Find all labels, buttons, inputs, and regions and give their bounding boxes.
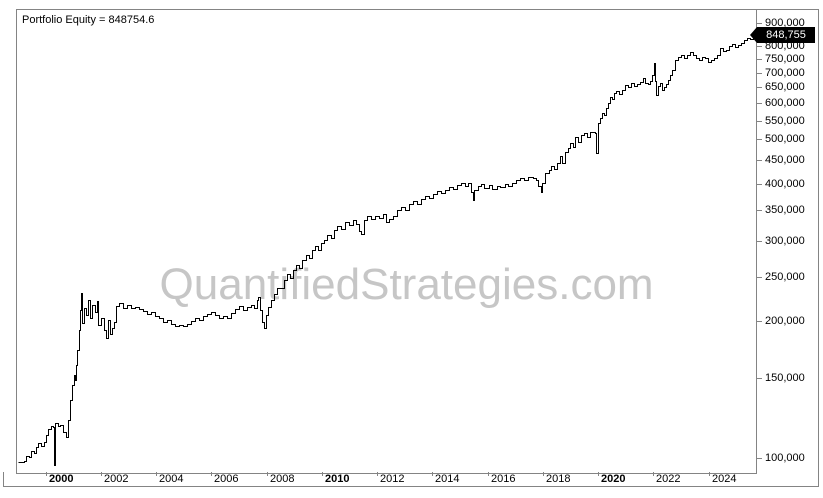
- x-tick: [653, 472, 654, 476]
- y-tick: [756, 103, 762, 104]
- y-tick: [756, 160, 762, 161]
- badge-value: 848,755: [757, 27, 815, 43]
- plot-area[interactable]: Portfolio Equity = 848754.6: [16, 9, 757, 474]
- x-tick: [211, 472, 212, 476]
- equity-curve: [18, 35, 756, 466]
- x-tick-label: 2006: [214, 473, 239, 485]
- y-tick-label: 400,000: [765, 178, 805, 190]
- x-tick: [156, 472, 157, 476]
- x-tick: [322, 472, 323, 476]
- x-tick-label: 2008: [270, 473, 295, 485]
- x-axis: 2000 2002 2004 2006 2008 2010 2012 2014 2016 2018…: [3, 472, 819, 487]
- x-tick: [377, 472, 378, 476]
- x-tick-label: 2000: [49, 473, 74, 485]
- y-tick: [756, 73, 762, 74]
- x-tick-label: 2022: [656, 473, 681, 485]
- y-tick-label: 700,000: [765, 67, 805, 79]
- y-tick-label: 100,000: [765, 452, 805, 464]
- y-tick-label: 150,000: [765, 372, 805, 384]
- y-tick-label: 200,000: [765, 315, 805, 327]
- y-tick-label: 250,000: [765, 271, 805, 283]
- y-tick-label: 550,000: [765, 115, 805, 127]
- y-tick: [756, 87, 762, 88]
- watermark: QuantifiedStrategies.com: [159, 260, 654, 309]
- y-tick-label: 350,000: [765, 204, 805, 216]
- y-tick: [756, 321, 762, 322]
- y-tick-label: 500,000: [765, 133, 805, 145]
- y-tick: [756, 458, 762, 459]
- x-tick-label: 2024: [712, 473, 737, 485]
- y-tick-label: 450,000: [765, 154, 805, 166]
- y-tick: [756, 241, 762, 242]
- y-tick: [756, 277, 762, 278]
- chart-title: Portfolio Equity = 848754.6: [22, 14, 155, 26]
- y-tick: [756, 46, 762, 47]
- y-tick: [756, 210, 762, 211]
- y-tick-label: 300,000: [765, 235, 805, 247]
- x-tick-label: 2020: [601, 473, 626, 485]
- x-tick: [598, 472, 599, 476]
- x-tick-label: 2012: [380, 473, 405, 485]
- x-tick-label: 2014: [435, 473, 460, 485]
- x-tick: [709, 472, 710, 476]
- x-tick-label: 2002: [104, 473, 129, 485]
- x-tick: [432, 472, 433, 476]
- x-tick: [101, 472, 102, 476]
- badge-arrow-icon: [750, 27, 757, 43]
- x-tick: [543, 472, 544, 476]
- x-tick: [46, 472, 47, 476]
- y-tick-label: 750,000: [765, 53, 805, 65]
- y-tick-label: 900,000: [765, 17, 805, 29]
- y-tick: [756, 184, 762, 185]
- last-price-badge: 848,755: [750, 27, 815, 43]
- x-tick-label: 2018: [546, 473, 571, 485]
- x-tick: [267, 472, 268, 476]
- y-tick: [756, 139, 762, 140]
- x-tick-label: 2004: [159, 473, 184, 485]
- y-tick: [756, 378, 762, 379]
- equity-curve-line: [18, 35, 756, 466]
- x-tick: [488, 472, 489, 476]
- y-tick-label: 650,000: [765, 81, 805, 93]
- x-tick-label: 2010: [325, 473, 350, 485]
- y-axis: 900,000 800,000 750,000 700,000 650,000 600,0…: [756, 9, 819, 487]
- y-tick: [756, 59, 762, 60]
- x-tick-label: 2016: [491, 473, 516, 485]
- y-tick-label: 800,000: [765, 40, 805, 52]
- y-tick: [756, 121, 762, 122]
- y-tick: [756, 23, 762, 24]
- y-tick-label: 600,000: [765, 97, 805, 109]
